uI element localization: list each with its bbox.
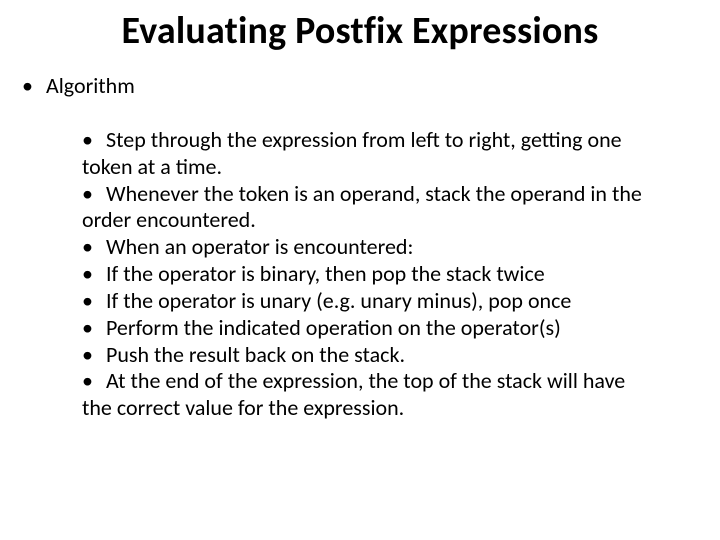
bullet-operand-cont: order encountered. <box>82 207 692 234</box>
page-title: Evaluating Postfix Expressions <box>0 8 720 54</box>
bullet-text: When an operator is encountered: <box>106 233 413 260</box>
bullet-icon: • <box>82 368 93 395</box>
outer-item-label: Algorithm <box>46 72 135 99</box>
bullet-end: • At the end of the expression, the top … <box>82 368 692 395</box>
bullet-icon: • <box>82 127 93 154</box>
bullet-text: At the end of the expression, the top of… <box>106 367 625 394</box>
bullet-icon: • <box>82 315 93 342</box>
outer-item-algorithm: Algorithm • Step through the expression … <box>22 72 720 422</box>
bullet-binary: • If the operator is binary, then pop th… <box>82 261 692 288</box>
bullet-end-cont: the correct value for the expression. <box>82 395 692 422</box>
bullet-text: Step through the expression from left to… <box>106 126 622 153</box>
bullet-perform: • Perform the indicated operation on the… <box>82 315 692 342</box>
bullet-text: If the operator is binary, then pop the … <box>106 260 545 287</box>
bullet-operand: • Whenever the token is an operand, stac… <box>82 181 692 208</box>
bullet-icon: • <box>82 288 93 315</box>
bullet-push: • Push the result back on the stack. <box>82 342 692 369</box>
bullet-step-through-cont: token at a time. <box>82 154 692 181</box>
bullet-text: Whenever the token is an operand, stack … <box>106 180 642 207</box>
bullet-text: Perform the indicated operation on the o… <box>106 314 561 341</box>
slide: Evaluating Postfix Expressions Algorithm… <box>0 8 720 540</box>
bullet-icon: • <box>82 342 93 369</box>
bullet-unary: • If the operator is unary (e.g. unary m… <box>82 288 692 315</box>
bullet-operator-encountered: • When an operator is encountered: <box>82 234 692 261</box>
bullet-text: Push the result back on the stack. <box>106 341 405 368</box>
outer-list: Algorithm • Step through the expression … <box>22 72 720 422</box>
bullet-text: If the operator is unary (e.g. unary min… <box>106 287 571 314</box>
bullet-icon: • <box>82 181 93 208</box>
bullet-step-through: • Step through the expression from left … <box>82 127 692 154</box>
inner-list: • Step through the expression from left … <box>82 127 692 422</box>
bullet-icon: • <box>82 261 93 288</box>
bullet-icon: • <box>82 234 93 261</box>
